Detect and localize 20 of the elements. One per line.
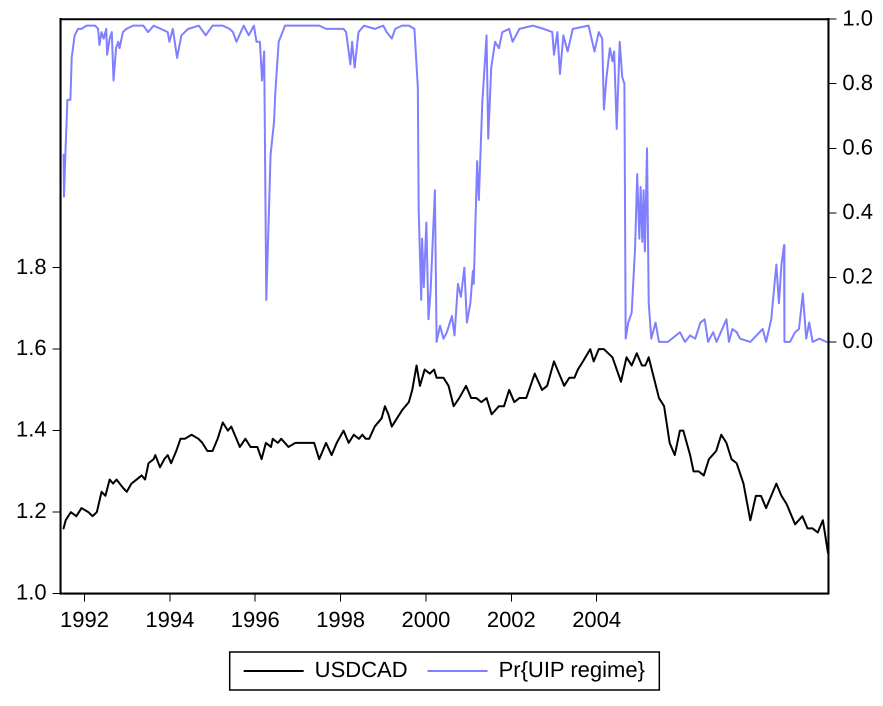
y-tick-label: 1.8 [16,254,47,279]
legend-label: Pr{UIP regime} [498,657,645,682]
x-tick-label: 1996 [230,606,280,632]
y2-tick-label: 0.2 [842,263,874,288]
legend-label: USDCAD [314,657,408,682]
y2-tick-label: 1.0 [842,5,874,30]
y2-tick-label: 0.6 [842,134,874,160]
y2-tick-label: 0.0 [842,328,874,353]
y-tick-label: 1.6 [16,335,47,360]
y-tick-label: 1.2 [16,498,47,524]
x-tick-label: 2004 [572,606,622,632]
x-tick-label: 1998 [316,606,366,632]
y-tick-label: 1.4 [16,416,47,442]
x-tick-label: 2002 [486,606,536,632]
y-tick-label: 1.0 [16,580,47,605]
x-tick-label: 2000 [401,606,450,632]
y2-tick-label: 0.8 [842,70,874,95]
x-tick-label: 1992 [60,606,109,632]
y2-tick-label: 0.4 [842,198,874,224]
x-tick-label: 1994 [145,606,194,632]
